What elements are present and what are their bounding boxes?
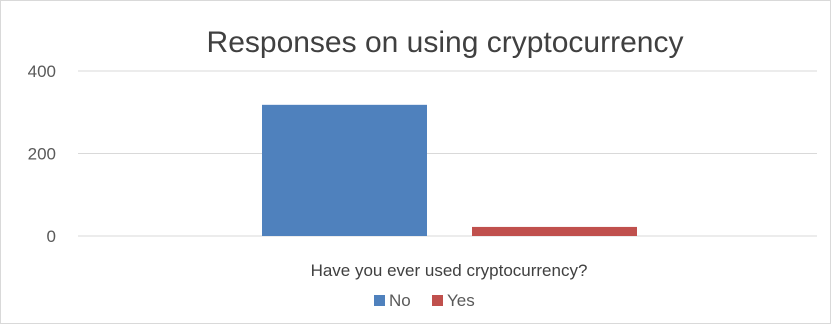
legend-swatch-no <box>374 295 385 306</box>
bar-yes <box>472 226 637 236</box>
y-tick-label: 200 <box>28 145 56 164</box>
x-axis-label: Have you ever used cryptocurrency? <box>311 261 588 280</box>
bar-no <box>262 104 427 236</box>
legend-swatch-yes <box>432 295 443 306</box>
y-tick-label: 0 <box>47 227 56 246</box>
y-tick-label: 400 <box>28 62 56 81</box>
legend-label-no: No <box>389 291 411 310</box>
bars <box>262 104 637 236</box>
legend: No Yes <box>374 291 475 310</box>
legend-label-yes: Yes <box>447 291 475 310</box>
grid-lines <box>78 70 817 237</box>
chart-title: Responses on using cryptocurrency <box>207 26 684 59</box>
y-axis-ticks: 0 200 400 <box>28 62 56 246</box>
